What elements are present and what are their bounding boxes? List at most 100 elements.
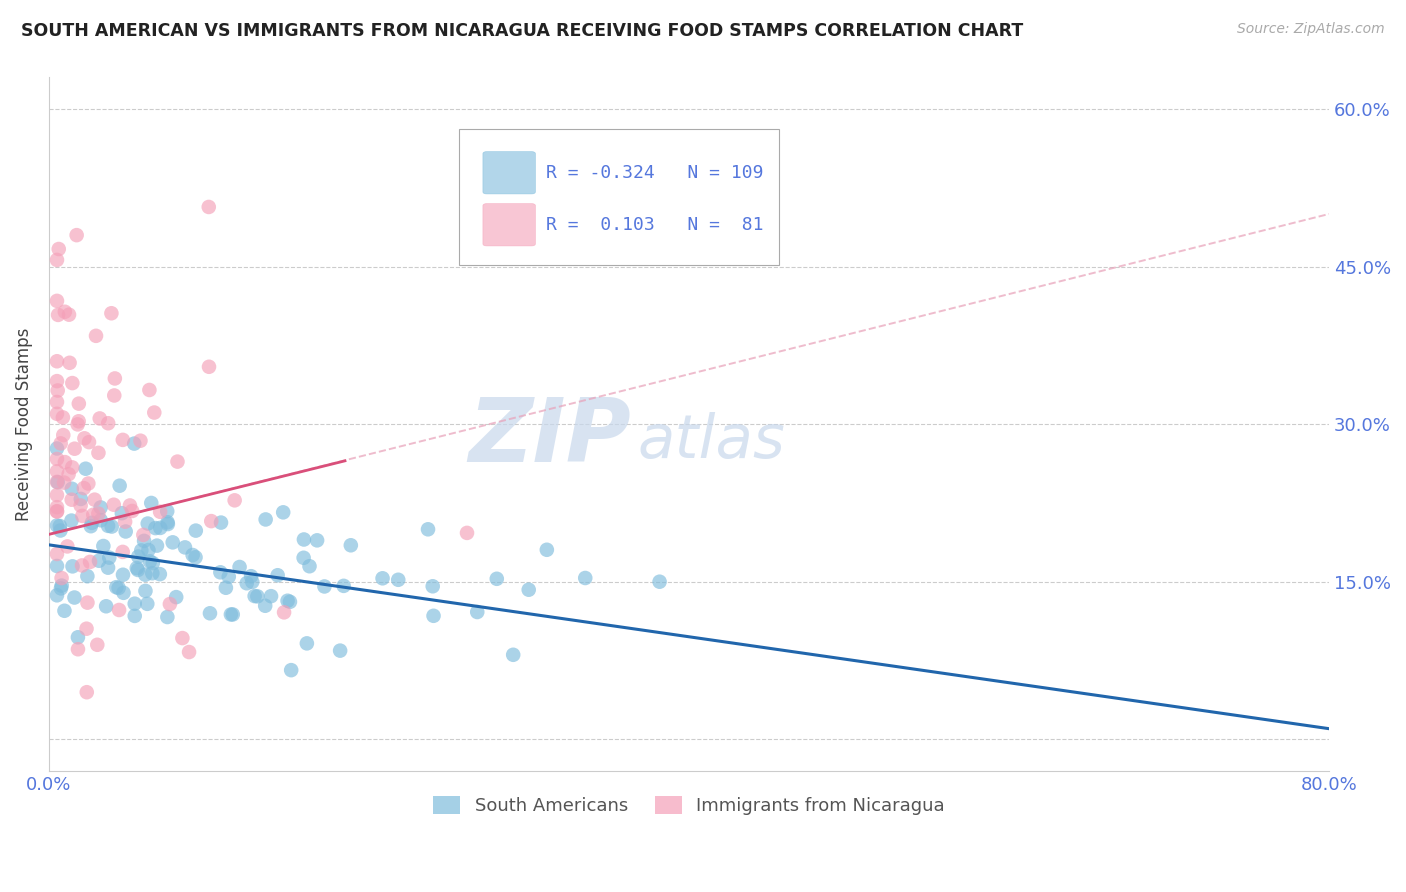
Point [83, 492, 105, 507]
Point [149, 521, 172, 535]
Point [66, 228, 89, 243]
Point [298, 559, 321, 574]
Point [307, 533, 329, 548]
Point [66, 630, 89, 644]
Point [46, 442, 69, 456]
Point [648, 574, 671, 589]
Point [387, 573, 409, 587]
Point [97, 416, 120, 430]
Point [260, 589, 283, 603]
Point [53, 475, 76, 490]
Point [209, 516, 232, 530]
Point [94, 599, 117, 614]
Point [93, 539, 115, 553]
Point [103, 498, 125, 512]
Point [58, 356, 80, 370]
Point [46, 547, 69, 561]
Point [46, 475, 69, 489]
Point [46, 395, 69, 409]
Text: atlas: atlas [638, 412, 786, 471]
Point [51, 571, 73, 585]
Point [111, 567, 134, 582]
Point [80, 519, 103, 533]
Point [198, 607, 221, 621]
Point [105, 580, 128, 594]
Point [127, 549, 149, 564]
Point [87, 446, 110, 460]
Point [422, 608, 444, 623]
Point [184, 550, 207, 565]
Point [280, 663, 302, 677]
Point [76, 685, 98, 699]
Point [141, 566, 163, 581]
Point [456, 525, 478, 540]
Point [53, 604, 76, 618]
Point [127, 563, 149, 577]
Point [107, 581, 129, 595]
Point [46, 384, 69, 398]
Point [198, 359, 221, 374]
Point [46, 504, 69, 518]
Point [80, 516, 103, 530]
Point [416, 522, 439, 536]
Point [100, 519, 122, 533]
Point [90, 500, 112, 515]
Point [67, 397, 90, 411]
Point [141, 496, 163, 510]
Point [174, 541, 197, 555]
Point [145, 521, 167, 535]
Point [77, 476, 100, 491]
Point [67, 414, 90, 428]
Point [79, 555, 101, 569]
Point [332, 579, 354, 593]
Point [246, 590, 269, 604]
Point [235, 576, 257, 591]
Point [138, 383, 160, 397]
Point [46, 293, 69, 308]
FancyBboxPatch shape [482, 152, 536, 194]
Point [82, 508, 104, 522]
Point [146, 539, 169, 553]
Point [86, 638, 108, 652]
Point [240, 569, 263, 583]
Point [172, 631, 194, 645]
Point [51, 579, 73, 593]
Point [273, 605, 295, 619]
Text: SOUTH AMERICAN VS IMMIGRANTS FROM NICARAGUA RECEIVING FOOD STAMPS CORRELATION CH: SOUTH AMERICAN VS IMMIGRANTS FROM NICARA… [21, 22, 1024, 40]
Point [46, 464, 69, 478]
Point [143, 405, 166, 419]
Point [46, 374, 69, 388]
Point [69, 499, 91, 513]
Point [502, 648, 524, 662]
Point [340, 538, 363, 552]
Point [46, 308, 69, 322]
Point [165, 590, 187, 604]
Point [295, 636, 318, 650]
Point [224, 493, 246, 508]
Point [162, 535, 184, 549]
Point [111, 433, 134, 447]
Point [63, 442, 86, 456]
Point [98, 550, 121, 565]
Point [63, 591, 86, 605]
Point [254, 512, 277, 526]
Point [197, 200, 219, 214]
Point [136, 597, 159, 611]
Point [48, 242, 70, 256]
Point [60, 492, 83, 507]
Point [46, 354, 69, 368]
Point [66, 417, 89, 432]
Point [422, 579, 444, 593]
Point [292, 533, 315, 547]
Point [108, 603, 131, 617]
Point [209, 566, 232, 580]
Point [118, 499, 141, 513]
Point [97, 519, 120, 533]
Point [125, 561, 148, 575]
Point [159, 597, 181, 611]
Point [77, 435, 100, 450]
Point [132, 533, 155, 548]
Point [200, 514, 222, 528]
Point [46, 451, 69, 466]
Point [89, 411, 111, 425]
